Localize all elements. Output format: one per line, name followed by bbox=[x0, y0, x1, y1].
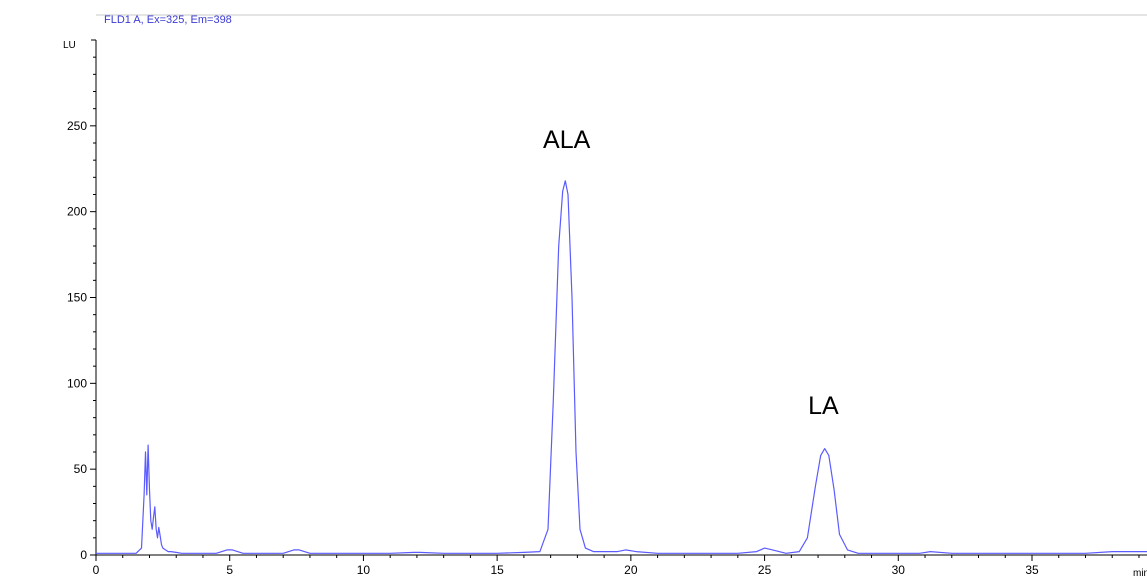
x-tick-label: 5 bbox=[226, 563, 233, 577]
x-axis: 0 5 10 15 20 25 30 35 bbox=[93, 554, 1147, 577]
x-tick-label: 15 bbox=[490, 563, 504, 577]
y-axis: 0 50 100 150 200 250 bbox=[67, 39, 97, 562]
y-tick-label: 200 bbox=[67, 205, 87, 219]
y-tick-label: 250 bbox=[67, 119, 87, 133]
peak-label-la: LA bbox=[808, 392, 839, 420]
x-tick-label: 20 bbox=[624, 563, 638, 577]
x-tick-label: 25 bbox=[758, 563, 772, 577]
y-tick-label: 150 bbox=[67, 291, 87, 305]
y-axis-unit: LU bbox=[63, 40, 76, 51]
x-axis-unit: min bbox=[1133, 568, 1147, 579]
x-tick-label: 35 bbox=[1025, 563, 1039, 577]
series-group bbox=[96, 180, 1147, 554]
x-tick-label: 30 bbox=[892, 563, 906, 577]
y-tick-label: 0 bbox=[80, 548, 87, 562]
x-tick-label: 0 bbox=[93, 563, 100, 577]
peak-label-ala: ALA bbox=[543, 126, 591, 154]
series-line-0 bbox=[96, 180, 1147, 554]
x-tick-label: 10 bbox=[357, 563, 371, 577]
y-tick-label: 100 bbox=[67, 376, 87, 390]
peak-annotations: ALA LA bbox=[543, 126, 839, 420]
y-tick-label: 50 bbox=[74, 462, 88, 476]
trace-title: FLD1 A, Ex=325, Em=398 bbox=[104, 14, 232, 26]
